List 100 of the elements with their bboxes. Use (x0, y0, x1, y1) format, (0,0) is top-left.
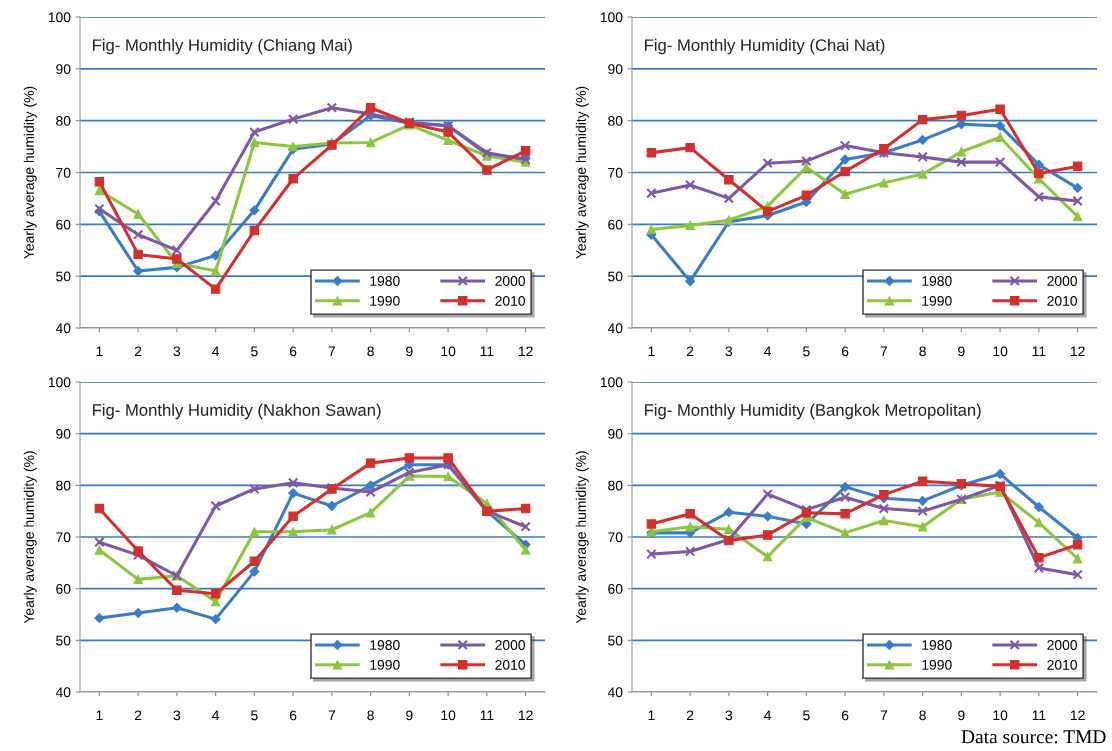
y-axis-title: Yearly average humidity (%) (23, 451, 37, 624)
legend-label: 1990 (370, 659, 400, 670)
y-tick-label: 80 (608, 480, 623, 491)
y-tick-label: 80 (56, 116, 71, 126)
x-tick-label: 8 (919, 346, 926, 357)
x-tick-label: 7 (328, 710, 336, 721)
y-tick-label: 70 (56, 532, 71, 543)
legend-label: 1980 (922, 640, 952, 650)
x-tick-label: 9 (406, 710, 413, 721)
x-tick-label: 3 (725, 346, 733, 357)
y-tick-label: 40 (607, 687, 623, 698)
x-tick-label: 2 (134, 710, 142, 721)
y-axis-title: Yearly average humidity (%) (23, 86, 37, 259)
x-tick-label: 8 (367, 346, 374, 357)
x-tick-label: 1 (96, 346, 103, 357)
y-tick-label: 40 (55, 323, 71, 334)
x-tick-label: 11 (480, 346, 494, 357)
x-tick-label: 11 (480, 710, 494, 721)
x-tick-label: 2 (134, 346, 142, 357)
x-tick-label: 3 (725, 710, 733, 721)
x-tick-label: 6 (841, 346, 849, 357)
y-tick-label: 90 (56, 64, 71, 74)
legend-label: 2010 (495, 295, 526, 306)
y-tick-label: 100 (600, 12, 623, 23)
x-tick-label: 2 (686, 710, 694, 721)
y-tick-label: 40 (607, 323, 623, 334)
y-tick-label: 40 (55, 687, 71, 698)
x-tick-label: 7 (880, 346, 888, 357)
source-note: Data source: TMD (961, 730, 1106, 744)
y-tick-label: 100 (600, 377, 623, 388)
legend-label: 2010 (495, 659, 526, 670)
x-tick-label: 6 (289, 346, 297, 357)
x-tick-label: 3 (173, 710, 181, 721)
y-tick-label: 70 (608, 167, 623, 178)
x-tick-label: 4 (764, 710, 772, 721)
legend-label: 1990 (370, 295, 400, 306)
legend-label: 1980 (370, 640, 400, 650)
y-tick-label: 70 (56, 167, 71, 178)
x-tick-label: 8 (919, 710, 926, 721)
y-tick-label: 50 (56, 271, 71, 282)
legend-label: 1990 (922, 295, 952, 306)
x-tick-label: 2 (686, 346, 694, 357)
y-tick-label: 90 (56, 429, 71, 439)
x-tick-label: 1 (648, 346, 655, 357)
legend-label: 1980 (370, 276, 400, 286)
legend-label: 2000 (1047, 276, 1078, 286)
x-tick-label: 9 (958, 710, 965, 721)
x-tick-label: 5 (251, 346, 258, 357)
legend-label: 1980 (922, 276, 952, 286)
text: Fig- Monthly Humidity (Chiang Mai) (92, 38, 352, 55)
x-tick-label: 4 (212, 346, 220, 357)
text: Fig- Monthly Humidity (Bangkok Metropolitan) (644, 403, 981, 420)
y-axis-title: Yearly average humidity (%) (575, 86, 589, 259)
text: Fig- Monthly Humidity (Chai Nat) (644, 38, 885, 55)
x-tick-label: 1 (96, 710, 103, 721)
y-axis-title: Yearly average humidity (%) (575, 451, 589, 624)
y-tick-label: 50 (608, 635, 623, 646)
x-tick-label: 9 (958, 346, 965, 357)
x-tick-label: 4 (212, 710, 220, 721)
y-tick-label: 100 (48, 377, 71, 388)
x-tick-label: 10 (993, 710, 1008, 721)
x-tick-label: 5 (803, 346, 810, 357)
x-tick-label: 10 (441, 710, 456, 721)
x-tick-label: 6 (289, 710, 297, 721)
x-tick-label: 9 (406, 346, 413, 357)
x-tick-label: 11 (1032, 710, 1046, 721)
y-tick-label: 50 (608, 271, 623, 282)
y-tick-label: 90 (608, 429, 623, 439)
y-tick-label: 60 (608, 219, 623, 230)
x-tick-label: 11 (1032, 346, 1046, 357)
legend-label: 1990 (922, 659, 952, 670)
y-tick-label: 60 (56, 219, 71, 230)
y-tick-label: 70 (608, 532, 623, 543)
y-tick-label: 90 (608, 64, 623, 74)
x-tick-label: 12 (1070, 710, 1085, 721)
legend-label: 2000 (495, 276, 526, 286)
x-tick-label: 12 (518, 710, 533, 721)
x-tick-label: 12 (1070, 346, 1085, 357)
x-tick-label: 12 (518, 346, 533, 357)
text: Fig- Monthly Humidity (Nakhon Sawan) (92, 403, 381, 420)
x-tick-label: 3 (173, 346, 181, 357)
x-tick-label: 7 (880, 710, 888, 721)
x-tick-label: 5 (803, 710, 810, 721)
y-tick-label: 60 (608, 584, 623, 594)
x-tick-label: 7 (328, 346, 336, 357)
y-tick-label: 100 (48, 12, 71, 23)
legend-label: 2000 (1047, 640, 1078, 650)
x-tick-label: 5 (251, 710, 258, 721)
legend-label: 2010 (1047, 295, 1078, 306)
y-tick-label: 50 (56, 635, 71, 646)
x-tick-label: 1 (648, 710, 655, 721)
legend-label: 2000 (495, 640, 526, 650)
y-tick-label: 80 (608, 116, 623, 126)
y-tick-label: 80 (56, 480, 71, 491)
x-tick-label: 10 (441, 346, 456, 357)
x-tick-label: 4 (764, 346, 772, 357)
x-tick-label: 10 (993, 346, 1008, 357)
legend-label: 2010 (1047, 659, 1078, 670)
y-tick-label: 60 (56, 584, 71, 594)
x-tick-label: 8 (367, 710, 374, 721)
